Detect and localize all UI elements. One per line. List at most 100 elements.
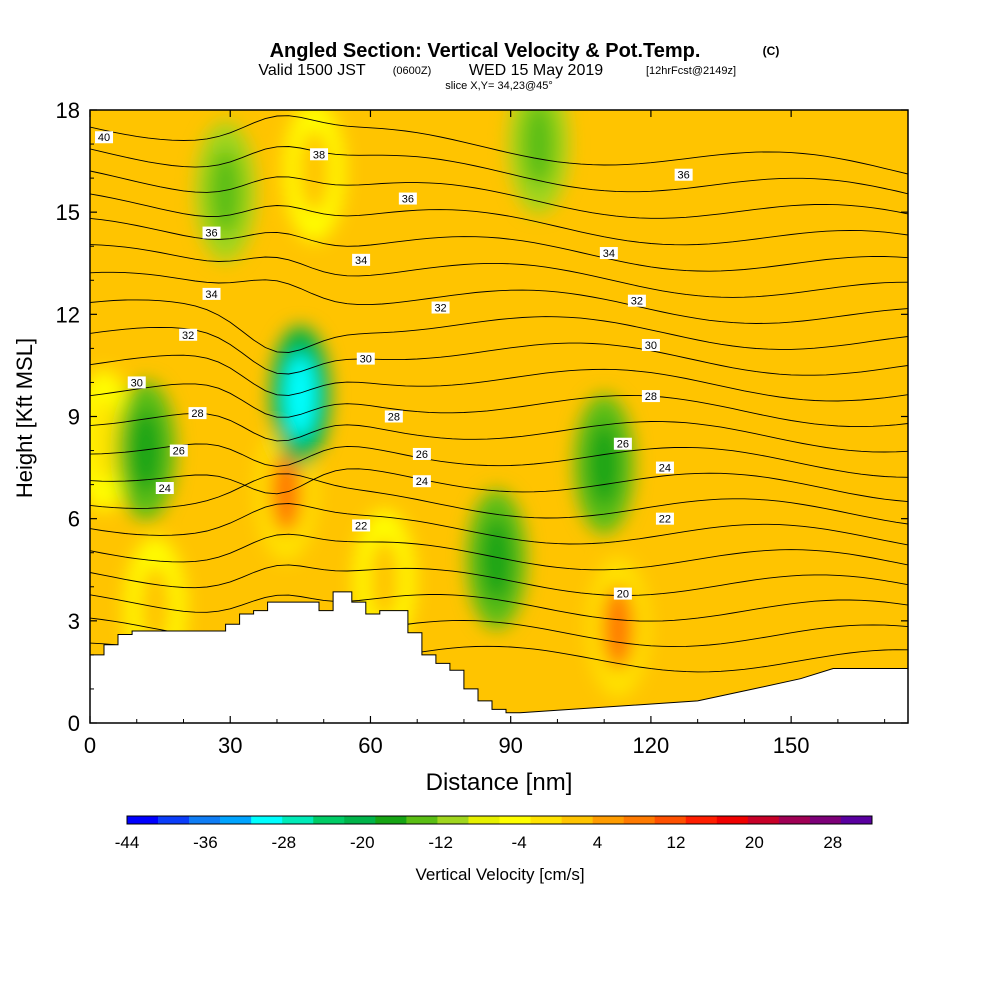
contour-label-box [95, 131, 114, 144]
y-axis-label: Height [Kft MSL] [12, 338, 37, 498]
contour-label-box [641, 390, 660, 403]
y-tick-label: 6 [68, 507, 80, 532]
theta-contour-23 [90, 564, 908, 596]
contour-label: 30 [641, 338, 660, 352]
contour-label: 24 [155, 482, 174, 495]
chart-title-suffix: (C) [763, 44, 780, 58]
x-tick-label: 120 [633, 733, 670, 758]
colorbar-swatch [499, 816, 531, 824]
contour-label: 38 [310, 148, 329, 161]
contour-label-box [431, 301, 450, 314]
velocity-feature-core [368, 537, 401, 622]
velocity-feature-core [602, 585, 635, 670]
contour-label-box [613, 437, 632, 450]
colorbar-tick-label: 28 [823, 833, 842, 852]
contour-label-text: 34 [603, 248, 615, 260]
contour-label-box [188, 407, 207, 420]
contour-label-text: 26 [416, 449, 428, 461]
x-axis-label: Distance [nm] [426, 769, 573, 796]
contour-labels: 40 38 36 36 36 34 34 34 32 32 32 30 30 30 28 28 28 26 26 26… [95, 131, 693, 601]
theta-contour-35 [90, 244, 908, 298]
theta-contour-32 [90, 326, 908, 376]
colorbar: -44 -36 -28 -20 -12 -4 4 12 20 28 [115, 815, 873, 852]
contour-label-box [412, 475, 431, 488]
theta-contour-33 [90, 299, 908, 353]
potential-temperature-contours [90, 115, 908, 673]
velocity-feature-core [209, 149, 242, 234]
contour-label: 36 [674, 168, 693, 182]
contour-label: 32 [179, 328, 198, 342]
contour-label-text: 30 [360, 354, 372, 366]
theta-contour-25 [90, 503, 908, 546]
contour-label-text: 26 [173, 446, 185, 458]
contour-label: 26 [412, 447, 431, 461]
theta-contour-38 [90, 170, 908, 219]
x-axis: 0 30 60 90 120 150 [84, 110, 886, 758]
theta-contour-29 [90, 412, 908, 453]
velocity-feature-core [588, 422, 621, 507]
contour-label-box [352, 253, 371, 266]
contour-label: 26 [169, 444, 188, 458]
subtitle-utc: (0600Z) [393, 65, 432, 77]
contour-label-text: 36 [678, 170, 690, 182]
theta-contour-22 [90, 594, 908, 622]
colorbar-swatch [747, 816, 780, 824]
x-tick-label: 150 [773, 733, 810, 758]
x-tick-label: 60 [358, 733, 382, 758]
contour-label: 34 [599, 247, 618, 260]
contour-label-box [352, 519, 371, 532]
contour-label: 20 [613, 587, 632, 601]
contour-label: 30 [356, 352, 375, 366]
contour-label-box [655, 461, 674, 474]
contour-label: 24 [412, 475, 431, 488]
contour-label-box [127, 376, 146, 389]
contour-label-text: 24 [659, 463, 671, 475]
colorbar-swatch [623, 816, 656, 824]
contour-label-text: 32 [434, 303, 446, 315]
theta-contour-40 [90, 115, 908, 175]
contour-label-text: 22 [355, 520, 367, 532]
colorbar-frame [126, 815, 873, 825]
subtitle-valid: Valid 1500 JST [258, 62, 366, 79]
y-tick-label: 3 [68, 609, 80, 634]
contour-label-text: 38 [313, 149, 325, 161]
colorbar-swatch [468, 816, 500, 824]
plot-area: 40 38 36 36 36 34 34 34 32 32 32 30 30 30 28 28 28 26 26 26… [90, 110, 908, 723]
colorbar-tick-label: 12 [666, 833, 685, 852]
contour-label-text: 28 [645, 391, 657, 403]
contour-label-box [398, 192, 417, 205]
y-tick-label: 15 [56, 200, 80, 225]
theta-contour-28 [90, 443, 908, 478]
contour-label: 36 [202, 226, 221, 240]
theta-contour-31 [90, 354, 908, 402]
velocity-feature-core [480, 517, 513, 602]
contour-label: 32 [431, 301, 450, 315]
contour-label-text: 28 [191, 408, 203, 420]
theta-contour-39 [90, 146, 908, 195]
velocity-feature-core [270, 449, 303, 534]
colorbar-swatch [406, 816, 438, 824]
colorbar-swatch [561, 816, 593, 824]
colorbar-swatch [127, 816, 159, 824]
y-tick-label: 18 [56, 98, 80, 123]
theta-contour-37 [90, 193, 908, 246]
contour-label: 28 [641, 390, 660, 403]
contour-label-box [641, 338, 660, 351]
colorbar-tick-label: -44 [115, 833, 140, 852]
contour-label: 32 [627, 294, 646, 308]
contour-label-text: 36 [402, 194, 414, 206]
contour-label-text: 40 [98, 132, 110, 144]
theta-contour-30 [90, 383, 908, 428]
colorbar-swatch [313, 816, 345, 824]
colorbar-tick-label: -20 [350, 833, 375, 852]
colorbar-swatch [158, 816, 190, 824]
contour-label-box [627, 294, 646, 307]
contour-label-box [655, 512, 674, 525]
velocity-feature-core [90, 398, 121, 483]
contour-label-text: 24 [159, 483, 171, 495]
contour-label-text: 28 [388, 412, 400, 424]
terrain-mask [90, 591, 908, 723]
colorbar-tick-label: -28 [272, 833, 297, 852]
